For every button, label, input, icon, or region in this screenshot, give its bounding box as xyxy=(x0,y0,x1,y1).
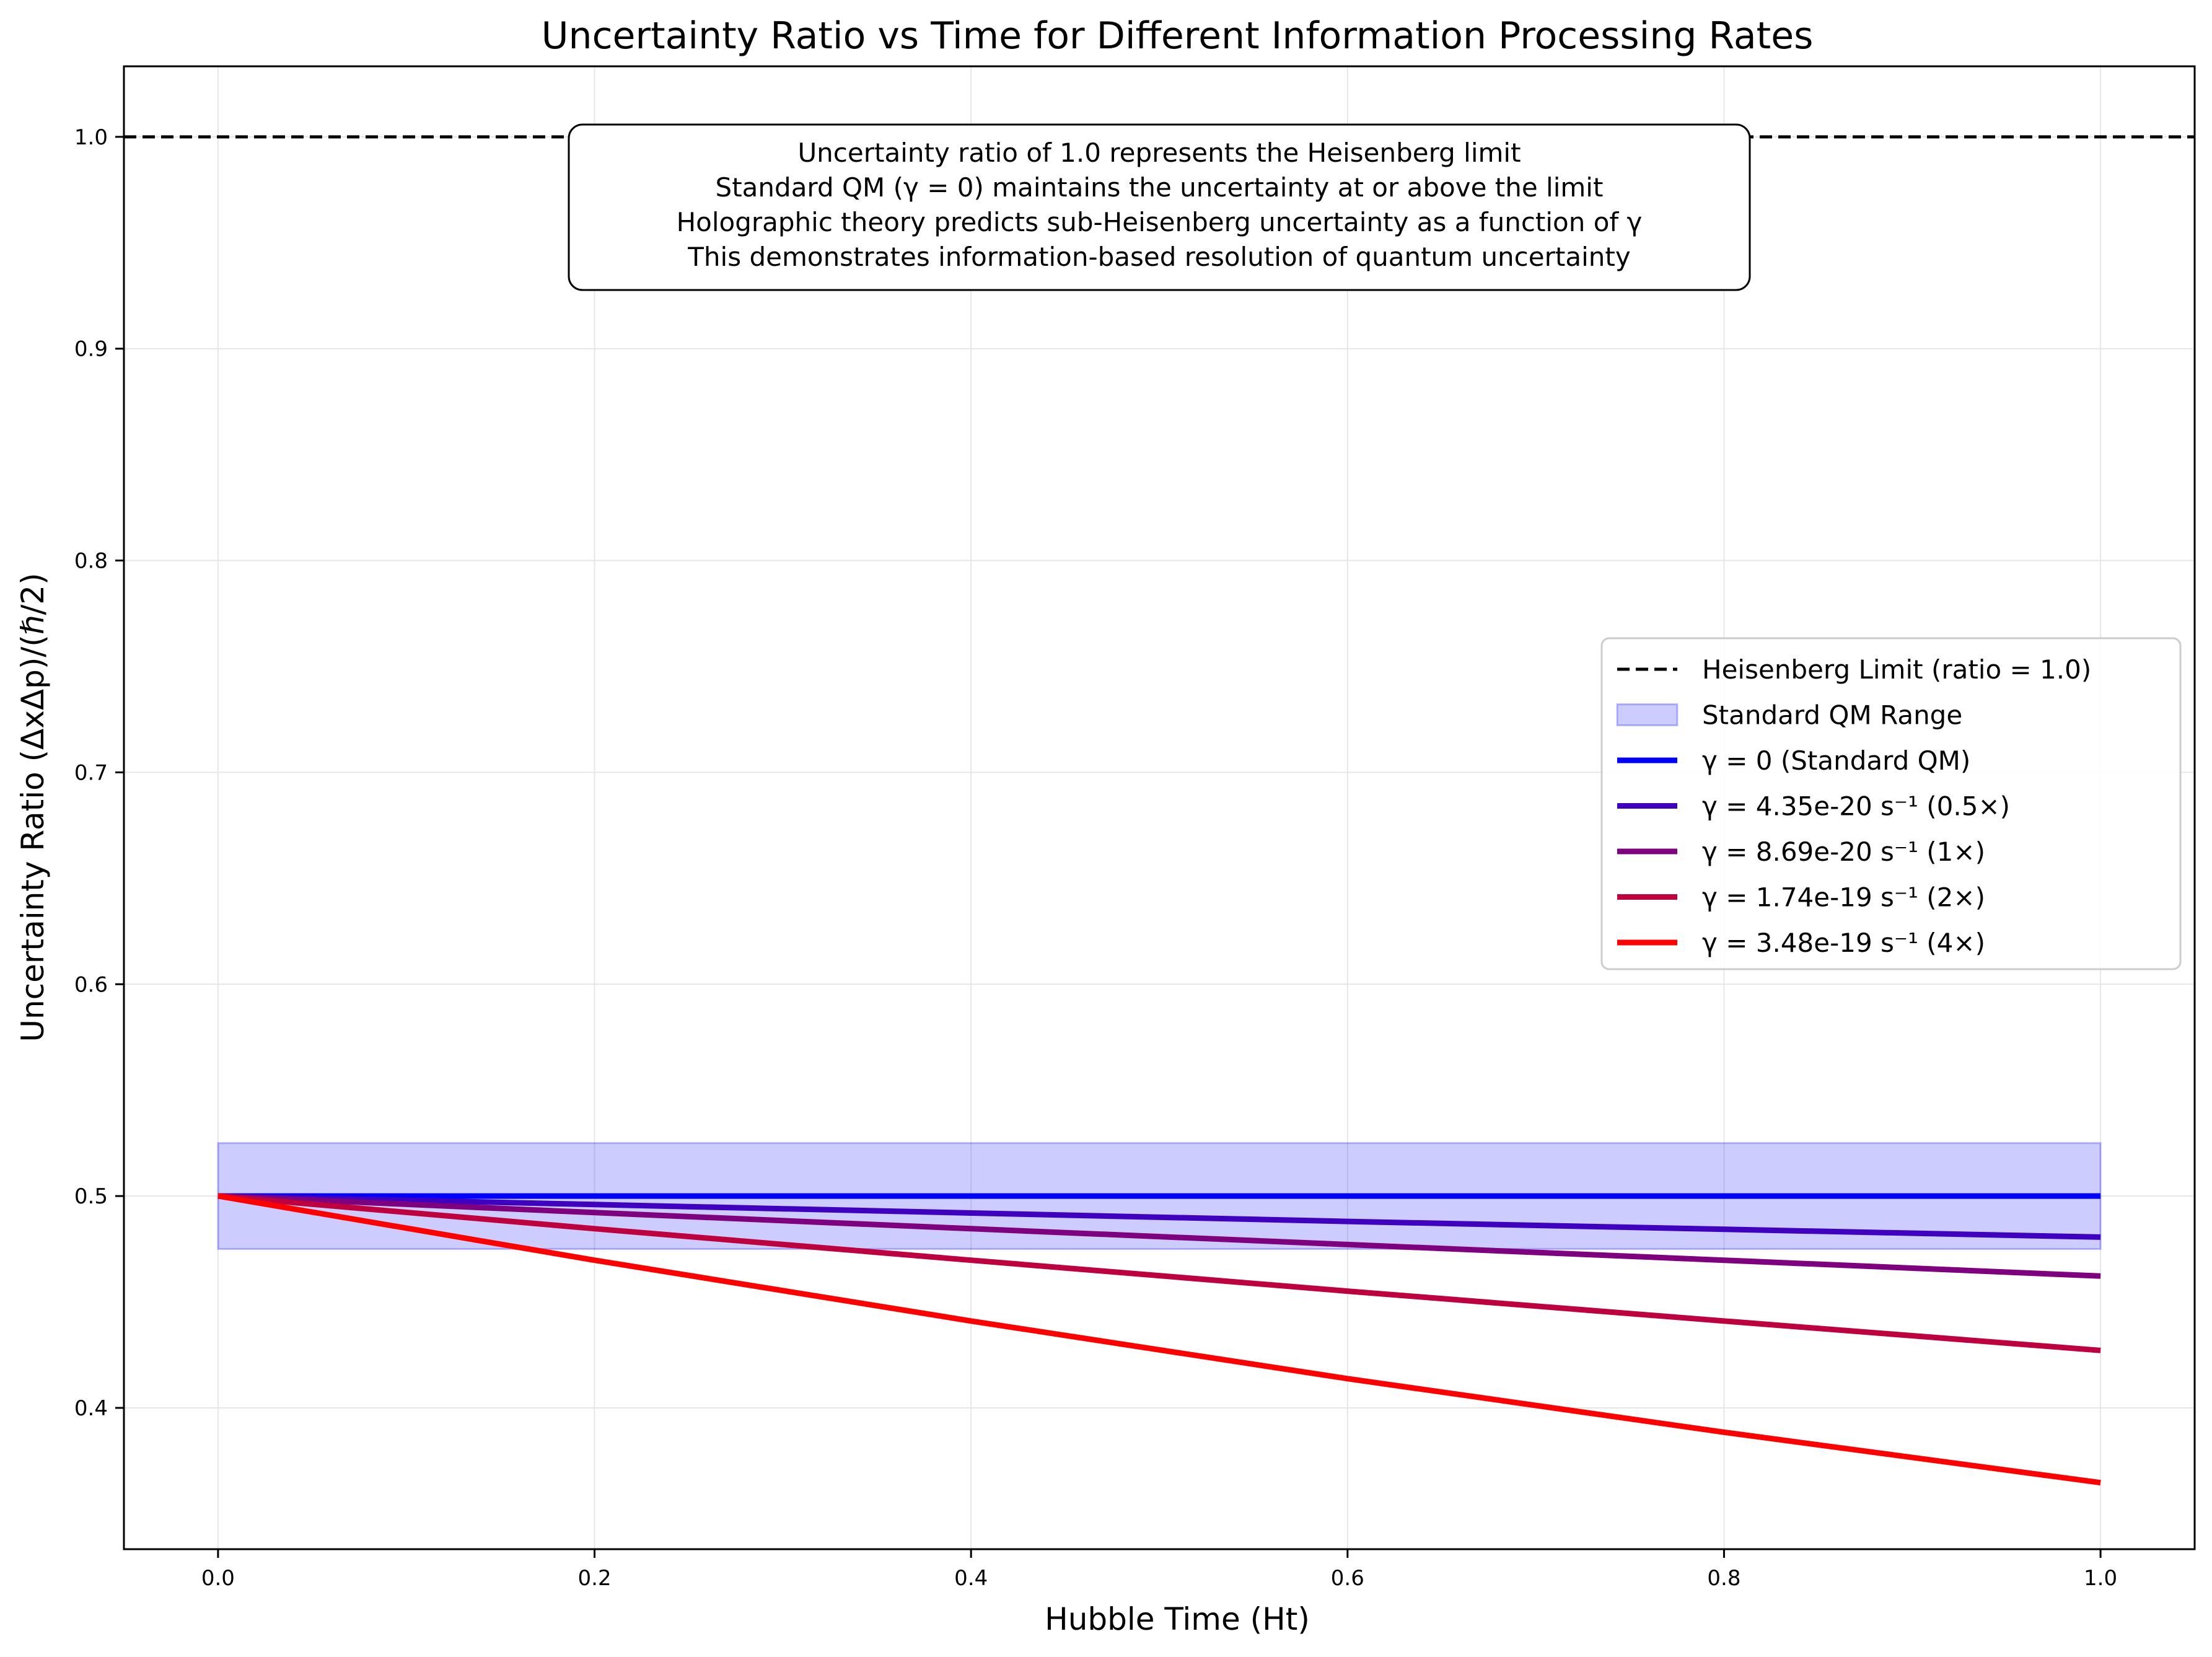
legend-label: γ = 3.48e-19 s⁻¹ (4×) xyxy=(1702,928,1985,958)
series-line-3 xyxy=(217,1193,2101,1353)
x-tick-label: 0.6 xyxy=(1331,1566,1364,1591)
series-line-1 xyxy=(217,1193,2101,1240)
annotation-line: Uncertainty ratio of 1.0 represents the … xyxy=(797,138,1521,168)
x-tick-label: 1.0 xyxy=(2084,1566,2117,1591)
legend-label: γ = 0 (Standard QM) xyxy=(1702,745,1970,776)
plot-frame xyxy=(123,65,2196,1550)
annotation-line: This demonstrates information-based reso… xyxy=(687,242,1630,272)
y-tick-label: 0.4 xyxy=(74,1396,108,1421)
annotation-line: Holographic theory predicts sub-Heisenbe… xyxy=(677,207,1643,237)
y-tick-label: 0.7 xyxy=(74,760,108,785)
x-axis-label: Hubble Time (Ht) xyxy=(1045,1601,1310,1637)
legend-label: γ = 4.35e-20 s⁻¹ (0.5×) xyxy=(1702,791,2010,822)
annotation-line: Standard QM (γ = 0) maintains the uncert… xyxy=(716,172,1604,203)
legend-label: Heisenberg Limit (ratio = 1.0) xyxy=(1702,654,2091,685)
legend-frame xyxy=(1600,637,2182,970)
annotation-box: Uncertainty ratio of 1.0 represents the … xyxy=(568,123,1751,291)
y-tick-label: 0.8 xyxy=(74,549,108,574)
series-line-2 xyxy=(217,1193,2101,1279)
y-axis-label: Uncertainty Ratio (ΔxΔp)/(ℏ/2) xyxy=(15,573,51,1042)
ticks: 0.0 0.2 0.4 0.6 0.8 1.0 0.4 0.5 0.6 0.7 0.8 0.9 1.0 xyxy=(74,125,2117,1591)
annotation-frame xyxy=(568,123,1751,291)
x-tick-label: 0.8 xyxy=(1707,1566,1740,1591)
legend-label: γ = 1.74e-19 s⁻¹ (2×) xyxy=(1702,882,1985,913)
y-tick-label: 0.6 xyxy=(74,972,108,997)
series-line-4 xyxy=(217,1193,2101,1486)
y-tick-label: 1.0 xyxy=(74,125,108,150)
legend-swatch xyxy=(1616,703,1679,726)
legend-label: γ = 8.69e-20 s⁻¹ (1×) xyxy=(1702,837,1985,867)
x-tick-label: 0.0 xyxy=(201,1566,235,1591)
y-tick-label: 0.9 xyxy=(74,337,108,362)
y-tick-label: 0.5 xyxy=(74,1184,108,1209)
x-tick-label: 0.2 xyxy=(578,1566,612,1591)
x-tick-label: 0.4 xyxy=(954,1566,988,1591)
chart-title: Uncertainty Ratio vs Time for Different … xyxy=(542,14,1814,58)
series-layer xyxy=(217,1193,2101,1486)
legend: Heisenberg Limit (ratio = 1.0) Standard Q… xyxy=(1600,637,2182,970)
legend-label: Standard QM Range xyxy=(1702,700,1962,731)
